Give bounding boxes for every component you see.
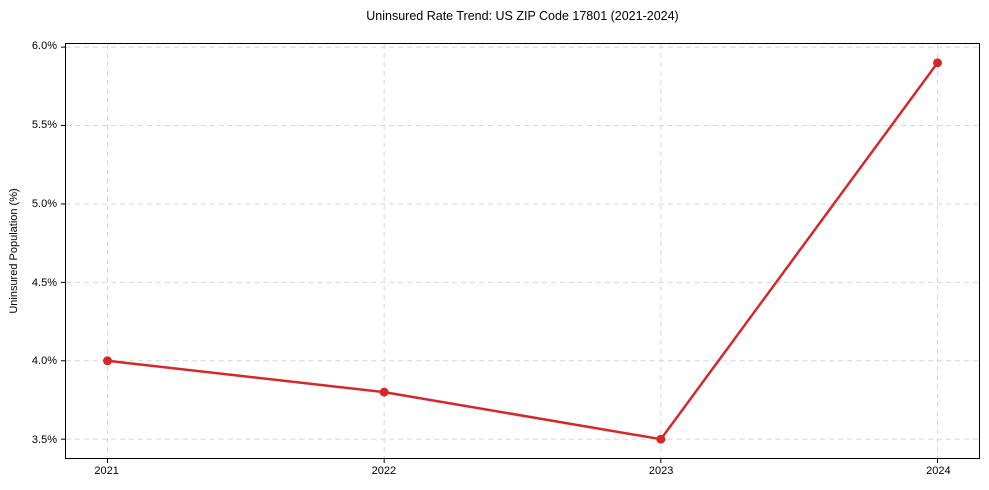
data-point-2021 [103,356,112,366]
x-tick-label: 2023 [648,465,674,477]
trend-line [106,61,939,441]
data-point-2023 [656,434,666,444]
x-tick-label: 2021 [94,465,119,477]
y-tick-label: 4.5% [31,276,57,289]
y-tick-label: 6.0% [31,40,57,53]
plot-area [61,43,980,463]
y-tick-label: 4.0% [31,355,57,368]
x-tick-label: 2022 [371,465,397,477]
y-tick-label: 3.5% [31,434,57,447]
chart-title: Uninsured Rate Trend: US ZIP Code 17801 … [366,9,679,23]
line-chart-svg [61,44,979,463]
y-tick-label: 5.0% [31,197,57,210]
y-tick-label: 5.5% [31,118,57,131]
data-point-2024 [933,58,942,68]
data-point-2022 [379,387,389,397]
x-tick-label: 2024 [926,465,951,477]
